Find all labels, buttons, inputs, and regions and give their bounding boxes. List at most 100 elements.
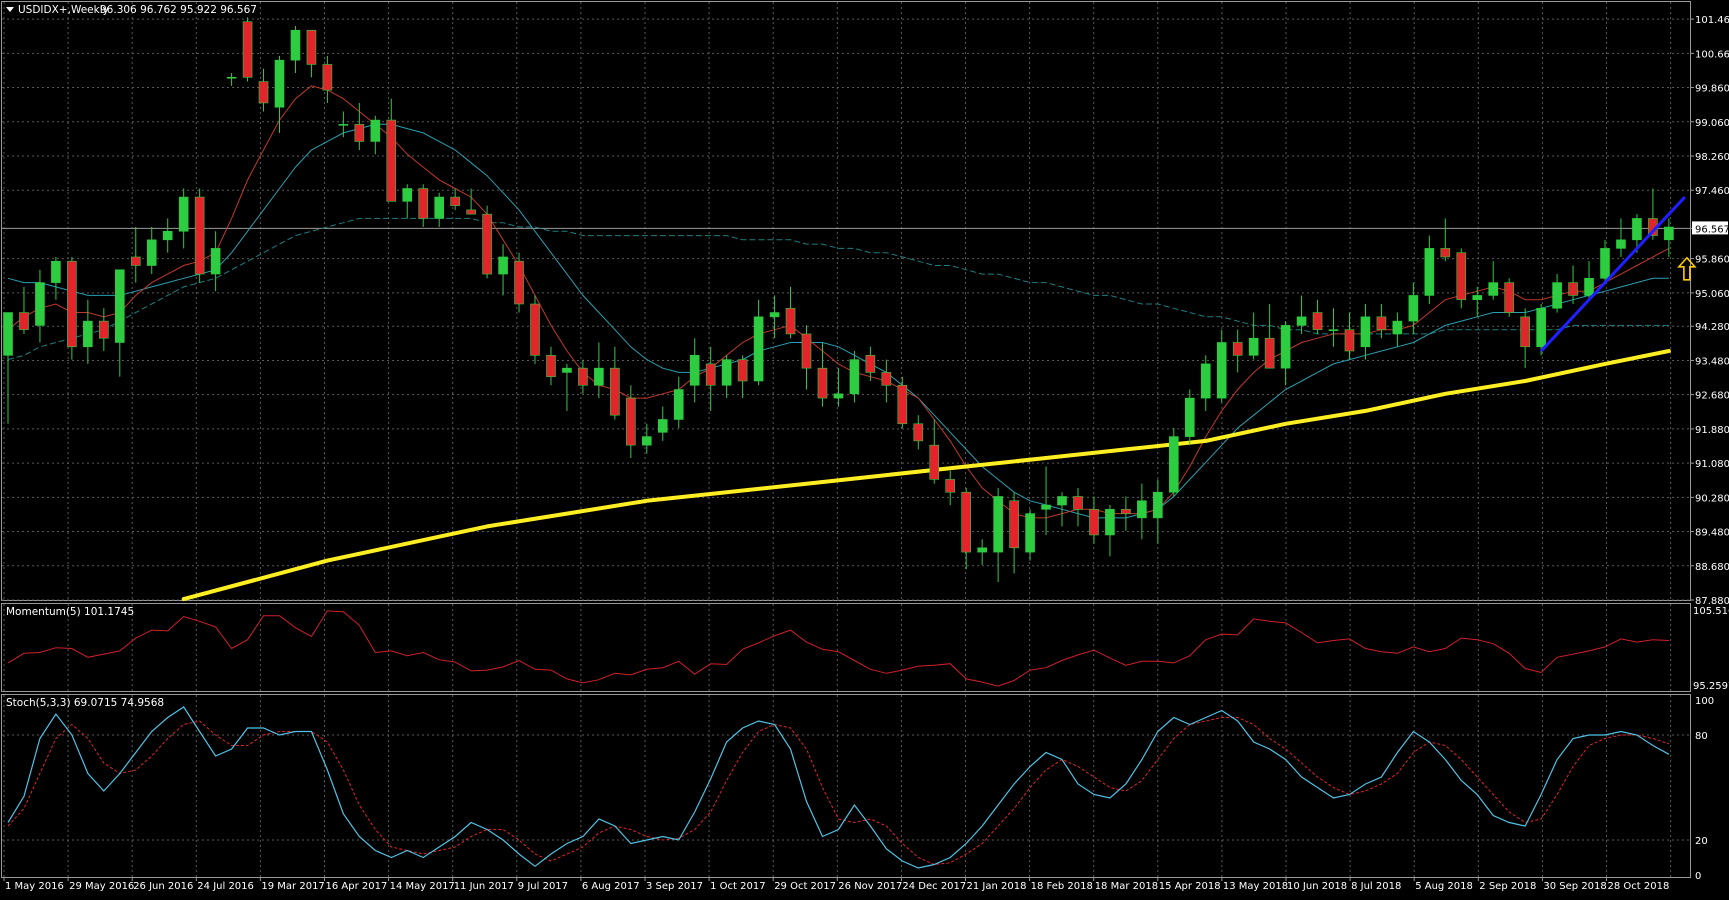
candle (1057, 492, 1067, 527)
bear-candle-body (67, 260, 77, 348)
candle (386, 98, 397, 202)
bull-candle-body (993, 496, 1003, 553)
candle (226, 73, 237, 86)
bear-candle-body (1121, 509, 1131, 514)
candle (785, 286, 796, 339)
candle (178, 188, 189, 249)
candle (929, 419, 940, 484)
ma-mid-line (7, 123, 1669, 519)
last-price-label: 96.567 (1695, 224, 1729, 235)
candle (1376, 303, 1387, 339)
bear-candle-body (865, 355, 876, 373)
bull-candle-body (35, 282, 45, 326)
candle (3, 312, 13, 424)
ma-fast-line (7, 85, 1670, 519)
bear-candle-body (530, 303, 540, 356)
bull-candle-body (1488, 282, 1499, 296)
price-tick-label: 88.680 (1695, 562, 1729, 573)
bear-candle-body (881, 372, 892, 386)
candle (1200, 355, 1211, 411)
price-tick-label: 99.860 (1695, 84, 1729, 95)
bull-candle-body (3, 312, 13, 356)
price-tick-label: 91.080 (1695, 459, 1729, 470)
ma-slow-line (7, 217, 1669, 361)
candle (641, 423, 652, 454)
candle (1408, 282, 1419, 334)
candle (1089, 496, 1099, 544)
bull-candle-body (721, 359, 732, 386)
candle (753, 299, 764, 386)
bull-candle-body (1105, 509, 1115, 536)
time-tick-label: 11 Jun 2017 (454, 881, 514, 892)
bull-candle-body (51, 260, 61, 283)
candle (578, 359, 588, 394)
stoch-tick-label: 20 (1695, 836, 1708, 847)
candle (1600, 239, 1610, 283)
bull-candle-body (1424, 248, 1435, 296)
time-tick-label: 15 Apr 2018 (1159, 881, 1221, 892)
candle (194, 188, 205, 283)
stoch-tick-label: 80 (1695, 731, 1708, 742)
price-tick-label: 94.280 (1695, 322, 1729, 333)
time-tick-label: 13 May 2018 (1223, 881, 1288, 892)
bull-candle-body (162, 230, 173, 241)
price-tick-label: 99.060 (1695, 118, 1729, 129)
bear-candle-body (929, 444, 940, 480)
candle (1328, 308, 1339, 347)
bull-candle-body (274, 59, 285, 108)
grid (2, 2, 1690, 877)
bull-candle-body (1616, 239, 1626, 249)
candle (562, 363, 572, 411)
price-panel-border (1, 1, 1691, 601)
bull-candle-body (1536, 307, 1546, 348)
candle (1424, 235, 1435, 304)
candle (530, 295, 540, 364)
bear-candle-body (1344, 329, 1355, 352)
stoch-signal-line (7, 717, 1670, 866)
bear-candle-body (1376, 316, 1387, 330)
bear-candle-body (1009, 500, 1019, 549)
bear-candle-body (130, 256, 141, 266)
candle (865, 346, 876, 381)
stoch-label: Stoch(5,3,3) 69.0715 74.9568 (6, 697, 164, 709)
overlays (1540, 196, 1697, 353)
bear-candle-body (306, 29, 317, 65)
bear-candle-body (1456, 252, 1467, 301)
candle (1232, 329, 1243, 373)
bear-candle-body (1264, 337, 1275, 369)
candle (993, 487, 1003, 583)
time-tick-label: 5 Aug 2018 (1415, 881, 1473, 892)
candle (1344, 312, 1355, 360)
candle (977, 539, 987, 565)
bear-candle-body (785, 307, 796, 335)
candle (1568, 265, 1578, 304)
candle (610, 346, 620, 420)
candle (434, 192, 444, 227)
price-tick-label: 90.280 (1695, 493, 1729, 504)
price-tick-label: 100.660 (1695, 49, 1729, 60)
bull-candle-body (769, 312, 780, 318)
momentum-line (7, 610, 1669, 687)
candle (466, 188, 476, 215)
momentum-indicator: 105.5166 95.2597 (7, 606, 1729, 692)
candle (1153, 479, 1163, 544)
bear-candle-body (322, 64, 333, 91)
time-tick-label: 21 Jan 2018 (967, 881, 1027, 892)
candle (833, 368, 844, 407)
bull-candle-body (753, 316, 764, 382)
bull-candle-body (1664, 226, 1674, 241)
bull-candle-body (1216, 342, 1227, 399)
momentum-panel-border (1, 603, 1691, 692)
chart-menu-icon[interactable] (6, 7, 14, 12)
bull-candle-body (562, 367, 572, 373)
price-tick-label: 98.260 (1695, 152, 1729, 163)
candle (1216, 329, 1227, 403)
bear-candle-body (354, 124, 365, 142)
bull-candle-body (402, 188, 413, 202)
candle (594, 342, 604, 399)
bear-candle-body (514, 260, 524, 305)
price-tick-label: 92.680 (1695, 391, 1729, 402)
time-tick-label: 29 May 2016 (69, 881, 134, 892)
candle (1025, 509, 1035, 561)
